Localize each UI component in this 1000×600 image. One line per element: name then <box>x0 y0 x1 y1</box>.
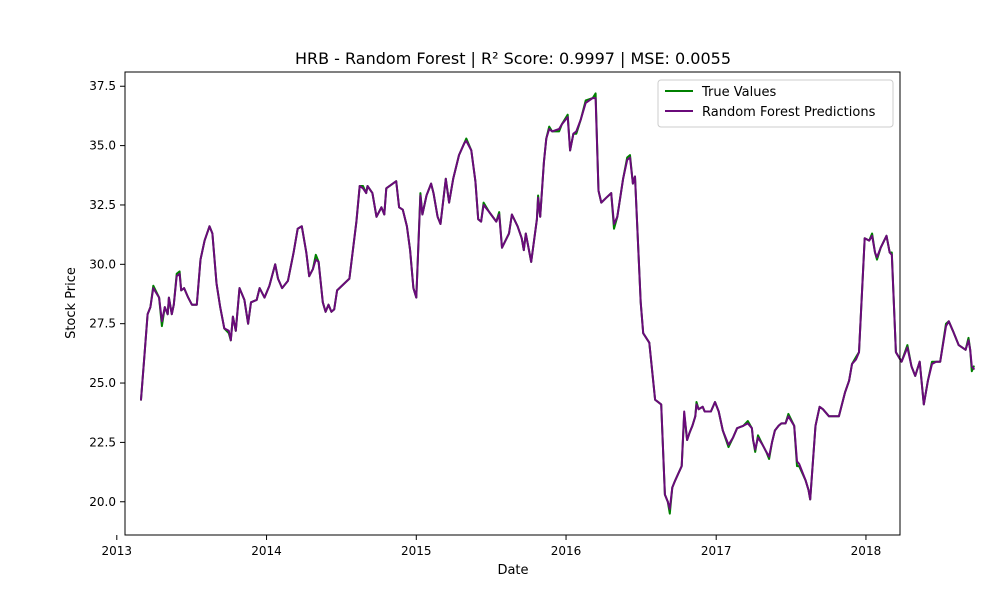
legend-label-random-forest-predictions: Random Forest Predictions <box>702 105 876 120</box>
y-tick-label: 25.0 <box>89 376 116 390</box>
x-axis-label: Date <box>497 563 528 578</box>
y-tick-label: 22.5 <box>89 435 116 449</box>
y-tick-label: 37.5 <box>89 79 116 93</box>
legend: True Values Random Forest Predictions <box>657 79 894 128</box>
series-layer <box>140 92 975 515</box>
x-tick-label: 2014 <box>251 544 282 558</box>
x-tick-label: 2013 <box>102 544 133 558</box>
plot-area <box>125 72 900 535</box>
chart-title: HRB - Random Forest | R² Score: 0.9997 |… <box>295 49 731 68</box>
legend-label-true-values: True Values <box>701 85 776 100</box>
x-tick-label: 2015 <box>401 544 432 558</box>
plot-background <box>125 72 900 535</box>
y-tick-label: 32.5 <box>89 198 116 212</box>
plot-frame <box>124 71 901 536</box>
x-tick-label: 2018 <box>851 544 882 558</box>
axes-layer: 2013 2014 2015 2016 2017 2018 20.0 22.5 25.0 27.5… <box>89 71 901 558</box>
y-tick-label: 20.0 <box>89 495 116 509</box>
y-axis-label: Stock Price <box>64 267 79 339</box>
series-line-random-forest-predictions <box>140 97 975 510</box>
y-tick-label: 35.0 <box>89 139 116 153</box>
x-tick-label: 2017 <box>701 544 732 558</box>
x-tick-label: 2016 <box>551 544 582 558</box>
y-tick-label: 27.5 <box>89 317 116 331</box>
y-tick-label: 30.0 <box>89 257 116 271</box>
legend-box <box>657 79 894 128</box>
